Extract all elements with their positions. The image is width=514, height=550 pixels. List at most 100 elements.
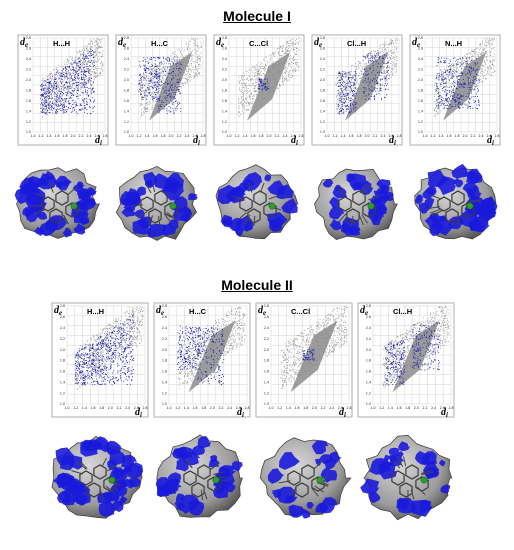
y-tick-label: 1.2 [366,391,371,395]
y-tick-label: 2.4 [366,326,371,330]
x-tick-label: 1.8 [99,406,104,410]
x-tick-label: 2.0 [70,134,75,138]
y-tick-label: 2.0 [222,78,227,82]
x-tick-label: 1.6 [250,134,255,138]
molecule-2-title: Molecule II [221,277,293,293]
y-tick-label: 2.2 [162,337,167,341]
y-tick-label: 1.6 [162,370,167,374]
y-tick-label: 2.0 [264,348,269,352]
x-tick-label: 2.6 [338,406,343,410]
y-axis-symbol: de [314,37,322,49]
y-axis-symbol: de [20,37,28,49]
y-tick-label: 2.8 [320,36,325,40]
x-tick-label: 2.4 [282,134,287,138]
x-tick-label: 2.8 [448,406,453,410]
y-tick-label: 2.2 [264,337,269,341]
molecule-skeleton [428,190,480,226]
mol1-hirshfeld-surface-4 [314,168,398,240]
x-tick-label: 1.8 [405,406,410,410]
x-tick-label: 1.6 [54,134,59,138]
y-tick-label: 1.4 [418,109,423,113]
x-tick-label: 2.4 [329,406,334,410]
x-tick-label: 2.0 [462,134,467,138]
molecule-skeleton [71,457,121,500]
x-tick-label: 2.6 [94,134,99,138]
y-tick-label: 1.2 [162,391,167,395]
y-tick-label: 2.6 [320,47,325,51]
surface-contact-patches [360,441,451,517]
x-tick-label: 1.0 [128,134,133,138]
fingerprint-points [237,38,300,121]
y-tick-label: 1.4 [124,109,129,113]
y-tick-label: 2.6 [264,315,269,319]
y-tick-label: 1.2 [222,120,227,124]
y-tick-label: 2.2 [320,68,325,72]
y-tick-label: 2.4 [418,57,423,61]
y-tick-label: 2.0 [26,78,31,82]
y-tick-label: 2.8 [264,304,269,308]
x-tick-label: 1.4 [242,134,247,138]
chlorine-atom [268,202,276,210]
x-tick-label: 1.2 [73,406,78,410]
surface-contact-patches [267,440,342,519]
molecule-skeleton [391,456,434,501]
plot-frame [115,34,207,146]
contact-type-label: C...Cl [291,307,310,316]
x-axis-symbol: di [193,135,200,146]
y-tick-label: 1.4 [162,380,167,384]
x-tick-label: 2.2 [274,134,279,138]
x-tick-label: 1.2 [38,134,43,138]
x-tick-label: 2.0 [364,134,369,138]
chlorine-atom [108,476,116,484]
x-tick-label: 1.6 [90,406,95,410]
x-tick-label: 1.8 [62,134,67,138]
y-tick-label: 1.0 [222,130,227,134]
y-tick-label: 2.0 [124,78,129,82]
x-tick-label: 2.6 [236,406,241,410]
y-tick-label: 2.2 [60,337,65,341]
x-tick-label: 1.4 [46,134,51,138]
y-tick-label: 1.0 [162,402,167,406]
x-tick-label: 2.8 [346,406,351,410]
fingerprint-points [74,306,144,390]
y-tick-label: 2.4 [222,57,227,61]
x-tick-label: 1.2 [175,406,180,410]
y-tick-label: 1.4 [222,109,227,113]
mol2-fingerprint-plot-1: 2.82.62.42.22.01.81.61.41.21.01.0 1.2 1.4 1… [51,302,149,418]
contact-type-label: C...Cl [249,39,268,48]
y-tick-label: 2.0 [320,78,325,82]
x-tick-label: 1.6 [294,406,299,410]
y-axis-symbol: de [258,305,266,317]
fingerprint-points [138,38,202,121]
y-tick-label: 2.4 [60,326,65,330]
fingerprint-points [434,38,496,121]
x-tick-label: 2.6 [486,134,491,138]
x-tick-label: 2.2 [116,406,121,410]
y-tick-label: 2.6 [418,47,423,51]
y-tick-label: 1.6 [222,99,227,103]
x-tick-label: 2.2 [320,406,325,410]
y-tick-label: 2.8 [60,304,65,308]
y-tick-label: 2.4 [26,57,31,61]
x-tick-label: 1.6 [192,406,197,410]
x-axis-symbol: di [291,135,298,146]
x-tick-label: 2.8 [142,406,147,410]
y-tick-label: 2.0 [366,348,371,352]
mol1-hirshfeld-surface-2 [115,165,198,241]
y-tick-label: 1.0 [60,402,65,406]
y-tick-label: 1.8 [418,88,423,92]
contact-type-label: H...H [53,39,70,48]
y-tick-label: 2.8 [366,304,371,308]
x-tick-label: 2.8 [200,134,205,138]
x-tick-label: 2.2 [470,134,475,138]
mol1-hirshfeld-surface-3 [215,164,299,240]
fingerprint-points [382,306,450,393]
x-tick-label: 2.2 [372,134,377,138]
x-tick-label: 2.6 [440,406,445,410]
x-tick-label: 1.0 [324,134,329,138]
y-tick-label: 1.8 [222,88,227,92]
y-tick-label: 1.6 [26,99,31,103]
y-tick-label: 1.0 [26,130,31,134]
mol1-hirshfeld-surface-1 [14,167,100,239]
y-axis-symbol: de [360,305,368,317]
